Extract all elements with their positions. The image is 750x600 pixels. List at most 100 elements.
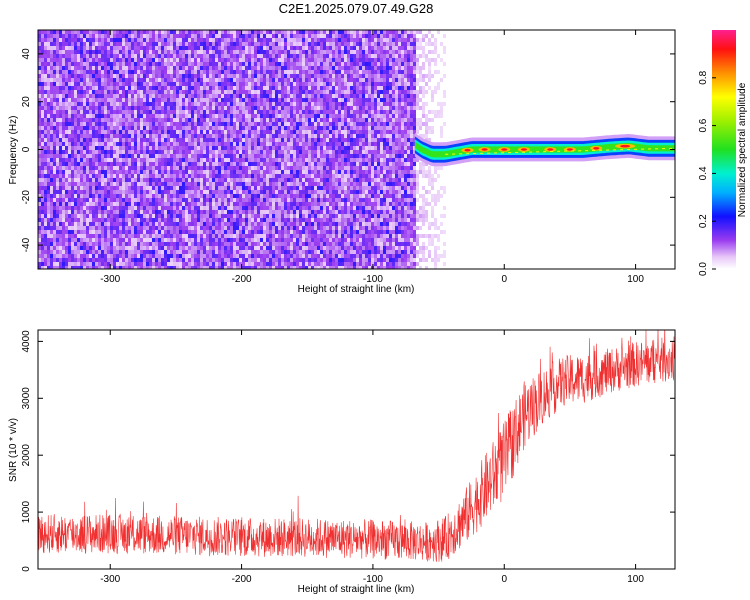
- spectrogram-cell: [134, 166, 137, 170]
- spectrogram-cell: [98, 118, 101, 122]
- spectrogram-cell: [221, 162, 224, 166]
- spectrogram-cell: [62, 198, 65, 202]
- spectrogram-cell: [53, 214, 56, 218]
- spectrogram-cell: [191, 226, 194, 230]
- spectrogram-cell: [278, 202, 281, 206]
- spectrogram-cell: [47, 258, 50, 262]
- spectrogram-cell: [167, 74, 170, 78]
- spectrogram-cell: [218, 174, 221, 178]
- spectrogram-cell: [92, 150, 95, 154]
- spectrogram-cell: [227, 30, 230, 34]
- spectrogram-cell: [140, 38, 143, 42]
- spectrogram-cell: [68, 70, 71, 74]
- spectrogram-cell: [281, 166, 284, 170]
- spectrogram-cell: [107, 198, 110, 202]
- spectrogram-cell: [212, 210, 215, 214]
- spectrogram-cell: [95, 30, 98, 34]
- spectrogram-cell: [56, 94, 59, 98]
- spectrogram-cell: [149, 178, 152, 182]
- spectrogram-cell: [176, 42, 179, 46]
- spectrogram-cell: [161, 30, 164, 34]
- spectrogram-cell: [242, 66, 245, 70]
- spectrogram-cell: [119, 106, 122, 110]
- spectrogram-cell: [104, 42, 107, 46]
- spectrogram-cell: [86, 50, 89, 54]
- spectrogram-cell: [266, 130, 269, 134]
- spectrogram-cell: [50, 126, 53, 130]
- spectrogram-cell: [227, 206, 230, 210]
- spectrogram-cell: [128, 118, 131, 122]
- spectrogram-cell: [122, 66, 125, 70]
- spectrogram-cell: [197, 218, 200, 222]
- spectrogram-cell: [77, 54, 80, 58]
- spectrogram-cell: [98, 102, 101, 106]
- spectrogram-cell: [44, 238, 47, 242]
- spectrogram-cell: [155, 54, 158, 58]
- spectrogram-cell: [128, 42, 131, 46]
- spectrogram-cell: [44, 262, 47, 266]
- spectrogram-cell: [263, 146, 266, 150]
- spectrogram-cell: [182, 118, 185, 122]
- spectrogram-cell: [113, 218, 116, 222]
- spectrogram-cell: [104, 174, 107, 178]
- spectrogram-cell: [185, 94, 188, 98]
- spectrogram-cell: [272, 34, 275, 38]
- spectrogram-cell: [95, 138, 98, 142]
- spectrogram-cell: [188, 258, 191, 262]
- spectrogram-cell: [260, 194, 263, 198]
- spectrogram-cell: [197, 38, 200, 42]
- spectrogram-cell: [125, 178, 128, 182]
- spectrogram-cell: [83, 202, 86, 206]
- spectrogram-cell: [122, 30, 125, 34]
- spectrogram-cell: [164, 234, 167, 238]
- spectrogram-cell: [125, 82, 128, 86]
- spectrogram-cell: [218, 106, 221, 110]
- spectrogram-cell: [221, 170, 224, 174]
- spectrogram-cell: [215, 262, 218, 266]
- spectrogram-cell: [62, 170, 65, 174]
- spectrogram-cell: [62, 266, 65, 269]
- spectrogram-cell: [176, 134, 179, 138]
- spectrogram-cell: [110, 258, 113, 262]
- spectrogram-cell: [206, 178, 209, 182]
- spectrogram-cell: [218, 222, 221, 226]
- spectrogram-cell: [284, 66, 287, 70]
- spectrogram-cell: [143, 250, 146, 254]
- spectrogram-cell: [50, 30, 53, 34]
- spectrogram-cell: [77, 206, 80, 210]
- spectrogram-cell: [83, 198, 86, 202]
- spectrogram-cell: [251, 82, 254, 86]
- spectrogram-cell: [107, 190, 110, 194]
- spectrogram-cell: [194, 206, 197, 210]
- spectrogram-cell: [74, 50, 77, 54]
- spectrogram-cell: [242, 226, 245, 230]
- spectrogram-cell: [251, 138, 254, 142]
- spectrogram-cell: [89, 110, 92, 114]
- spectrogram-cell: [92, 266, 95, 269]
- spectrogram-cell: [89, 74, 92, 78]
- spectrogram-cell: [248, 122, 251, 126]
- spectrogram-cell: [62, 250, 65, 254]
- spectrogram-cell: [119, 258, 122, 262]
- spectrogram-cell: [248, 102, 251, 106]
- spectrogram-cell: [146, 30, 149, 34]
- spectrogram-cell: [206, 58, 209, 62]
- spectrogram-cell: [104, 262, 107, 266]
- spectrogram-cell: [278, 154, 281, 158]
- spectrogram-cell: [116, 58, 119, 62]
- spectrogram-cell: [113, 222, 116, 226]
- spectrogram-cell: [62, 234, 65, 238]
- spectrogram-cell: [92, 202, 95, 206]
- spectrogram-cell: [86, 30, 89, 34]
- spectrogram-cell: [230, 158, 233, 162]
- spectrogram-cell: [86, 174, 89, 178]
- spectrogram-cell: [191, 214, 194, 218]
- spectrogram-cell: [137, 206, 140, 210]
- spectrogram-cell: [119, 122, 122, 126]
- spectrogram-cell: [173, 258, 176, 262]
- spectrogram-cell: [242, 86, 245, 90]
- spectrogram-cell: [215, 258, 218, 262]
- spectrogram-cell: [248, 38, 251, 42]
- spectrogram-cell: [230, 142, 233, 146]
- spectrogram-cell: [278, 150, 281, 154]
